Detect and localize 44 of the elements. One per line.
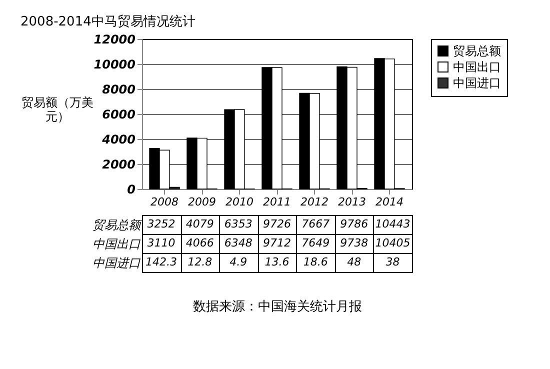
data-label: 3252 [147,218,176,230]
data-label: 4.9 [230,256,248,268]
data-label: 9712 [263,236,291,250]
data-label: 48 [347,256,362,268]
y-tick-label: 2000 [102,158,136,172]
data-label: 9726 [263,218,291,230]
data-label: 18.6 [303,256,328,268]
y-tick-label: 10000 [94,58,136,72]
y-axis-title: 贸易额（万美元） [22,96,94,124]
x-tick-label: 2014 [376,196,404,208]
data-label: 6353 [224,218,252,230]
y-tick-label: 6000 [102,108,136,122]
data-label: 142.3 [146,256,178,268]
y-tick-label: 4000 [101,132,136,146]
data-label: 38 [386,256,400,268]
y-tick-label: 8000 [102,82,136,96]
x-tick-label: 2011 [263,196,291,208]
chart-title: 2008-2014中马贸易情况统计 [20,14,196,30]
data-label: 4066 [186,236,214,250]
text: 中国进口 [92,256,140,270]
legend-label: 中国进口 [453,76,501,90]
x-tick-label: 2013 [338,196,366,208]
legend-label: 贸易总额 [453,44,501,58]
data-label: 9786 [340,218,368,230]
text: 贸易总额 [92,218,140,232]
data-label: 13.6 [264,256,290,268]
data-label: 10443 [375,218,410,230]
data-label: 9738 [340,236,368,250]
x-tick-label: 2010 [226,196,254,208]
data-label: 10405 [375,236,410,250]
data-label: 3110 [147,236,176,250]
data-label: 7649 [302,236,330,250]
x-tick-label: 2008 [150,196,178,208]
legend-label: 中国出口 [453,60,501,74]
data-label: 12.8 [188,256,212,268]
y-tick-label: 12000 [94,32,136,46]
y-tick-label: 0 [127,182,136,196]
text: 中国出口 [92,237,140,251]
source-note: 数据来源：中国海关统计月报 [193,300,362,314]
data-label: 7667 [302,218,330,230]
x-tick-label: 2012 [300,196,328,208]
data-label: 4079 [186,218,214,230]
data-label: 6348 [224,236,252,250]
x-tick-label: 2009 [188,196,216,208]
